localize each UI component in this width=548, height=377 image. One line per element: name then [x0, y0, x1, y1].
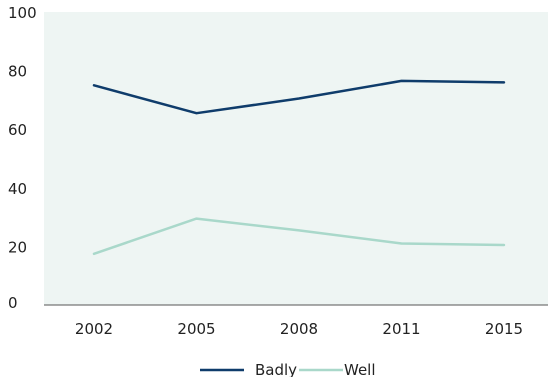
y-tick-label: 40 — [8, 180, 27, 198]
x-tick-label: 2011 — [382, 320, 420, 338]
legend: Badly Well — [200, 361, 376, 377]
x-tick-label: 2008 — [280, 320, 318, 338]
plot-background — [44, 12, 548, 305]
legend-label-well: Well — [344, 361, 376, 377]
y-tick-label: 0 — [8, 294, 18, 312]
y-tick-label: 20 — [8, 238, 27, 256]
x-axis-tick-labels: 2002 2005 2008 2011 2015 — [75, 320, 523, 338]
y-axis-tick-labels: 0 20 40 60 80 100 — [8, 4, 37, 312]
x-tick-label: 2002 — [75, 320, 113, 338]
x-tick-label: 2005 — [177, 320, 215, 338]
x-tick-label: 2015 — [485, 320, 523, 338]
series-lines — [92, 79, 506, 256]
legend-label-badly: Badly — [255, 361, 297, 377]
y-tick-label: 80 — [8, 63, 27, 81]
series-line-badly — [92, 79, 506, 115]
series-line-well — [92, 217, 506, 256]
y-tick-label: 60 — [8, 121, 27, 139]
y-tick-label: 100 — [8, 4, 37, 22]
